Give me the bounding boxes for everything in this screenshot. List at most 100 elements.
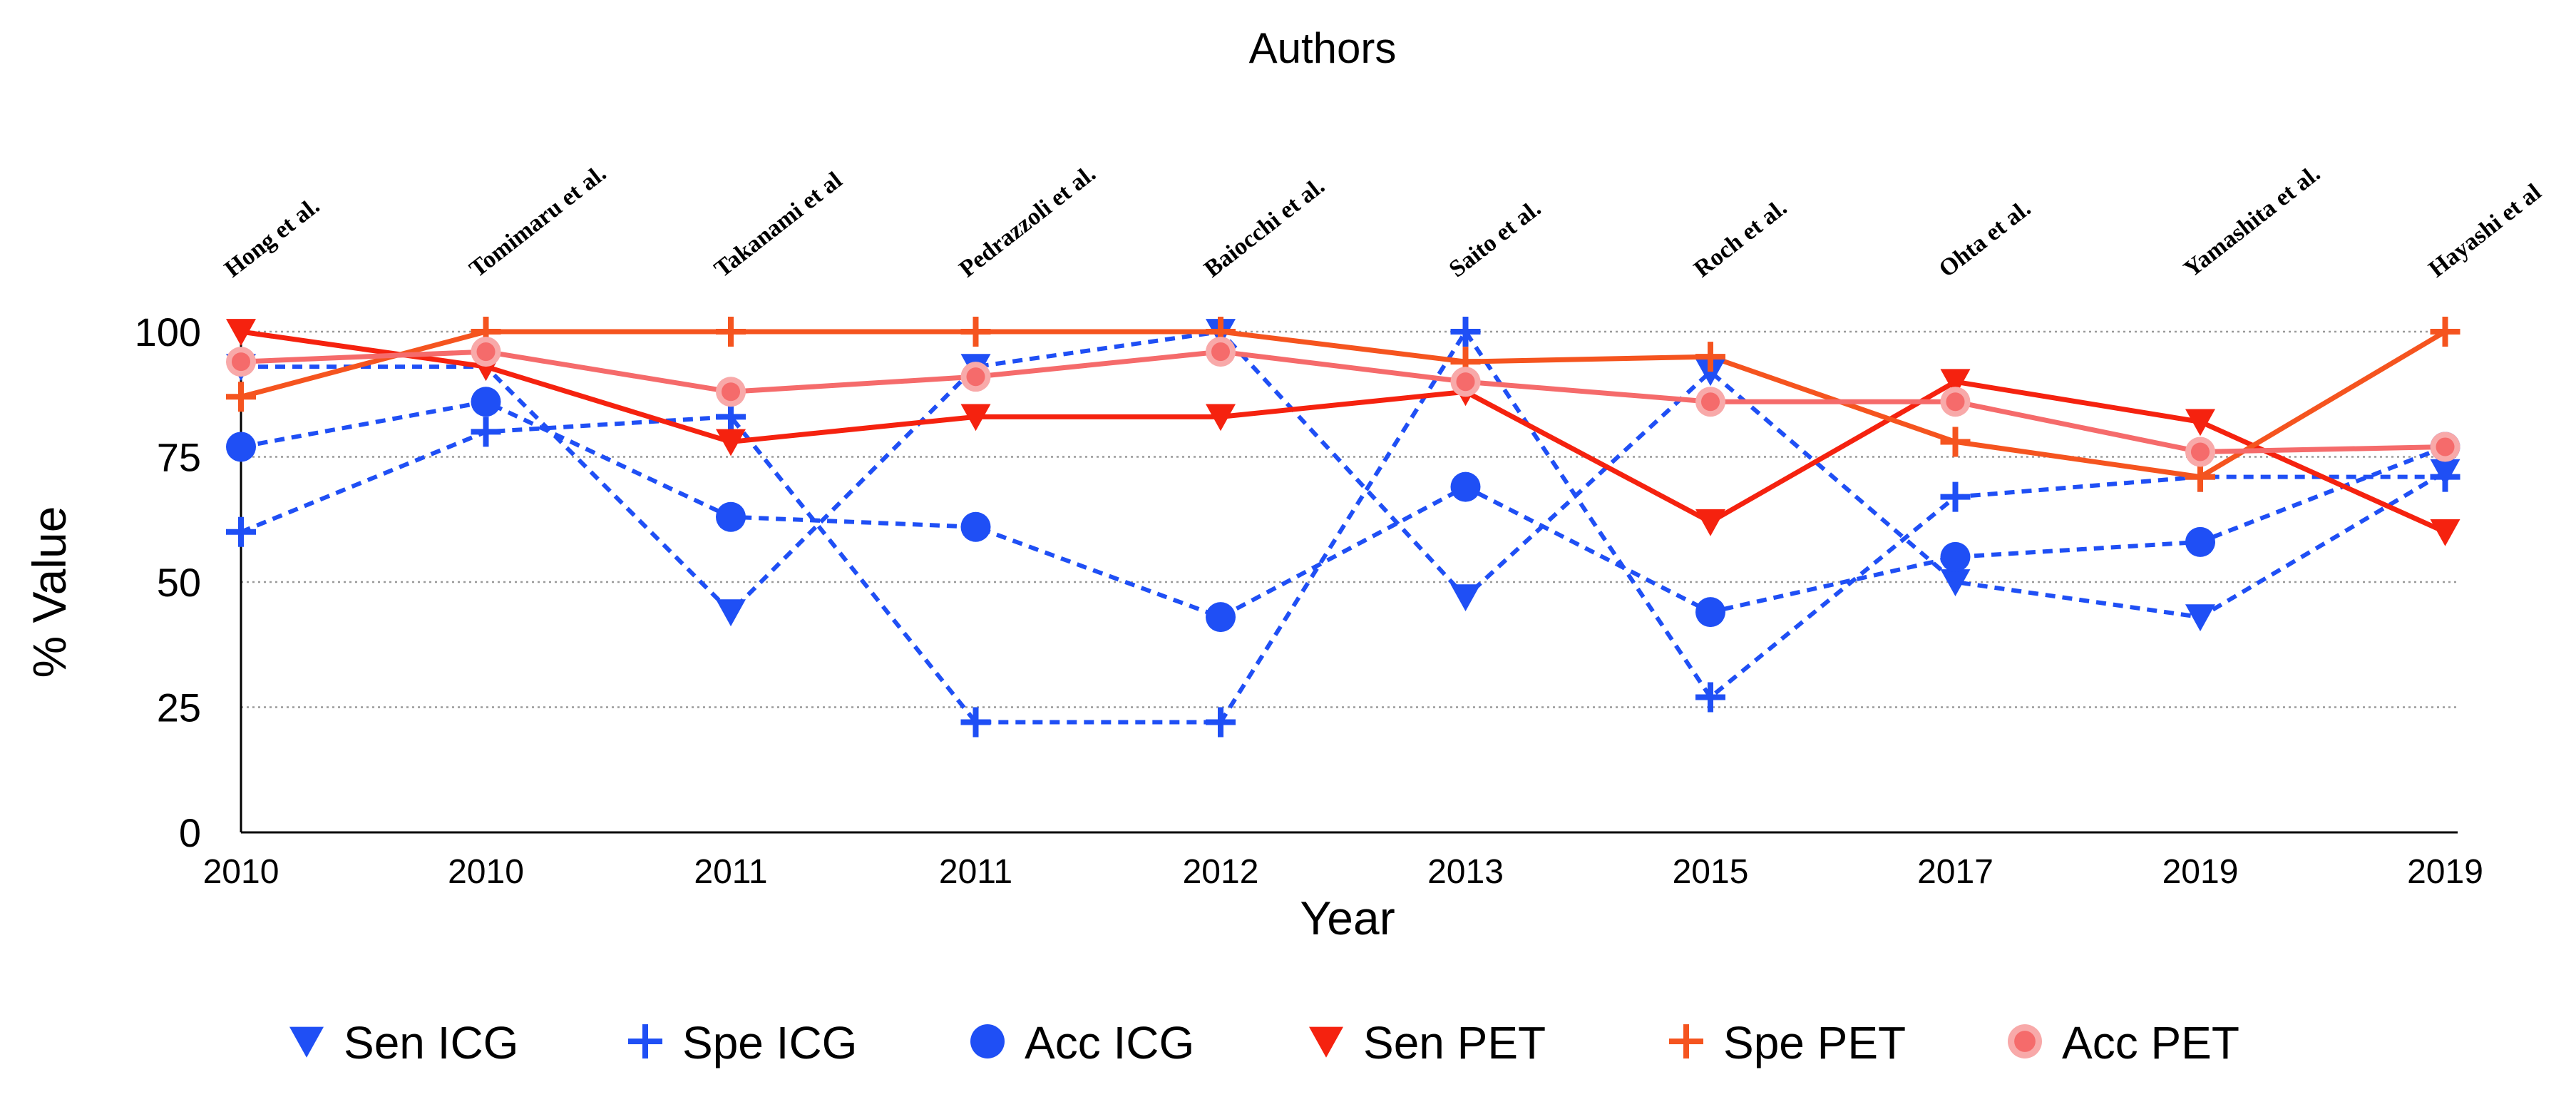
marker-core bbox=[231, 352, 251, 372]
author-label: Saito et al. bbox=[1444, 195, 1546, 283]
legend: Sen ICG Spe ICG Acc ICG Sen PET Spe PET Acc P… bbox=[289, 1017, 2239, 1068]
series-line-5 bbox=[240, 349, 2446, 454]
author-label: Yamashita et al. bbox=[2179, 160, 2325, 283]
marker-core bbox=[1211, 342, 1231, 362]
data-point-series3 bbox=[1940, 369, 1971, 397]
data-point-series2 bbox=[2185, 526, 2215, 557]
x-tick-label: 2013 bbox=[1427, 853, 1504, 891]
x-tick-label: 2017 bbox=[1917, 853, 1993, 891]
data-point-series0 bbox=[1450, 584, 1481, 612]
grid-lines bbox=[241, 330, 2458, 708]
x-tick-label: 2019 bbox=[2162, 853, 2239, 891]
marker-core bbox=[966, 367, 985, 387]
data-point-series0 bbox=[1940, 569, 1971, 596]
data-point-series5 bbox=[1695, 387, 1725, 417]
legend-label: Sen PET bbox=[1363, 1017, 1546, 1068]
data-point-series0 bbox=[716, 599, 746, 627]
author-label: Roch et al. bbox=[1689, 194, 1792, 282]
author-label: Takanami et al bbox=[709, 167, 847, 282]
series-markers bbox=[226, 317, 2460, 738]
y-tick-label: 75 bbox=[157, 435, 201, 480]
data-point-series3 bbox=[960, 404, 991, 432]
data-point-series1 bbox=[471, 417, 501, 447]
series-line-3 bbox=[240, 329, 2446, 534]
x-axis: 2010 2010 2011 2011 2012 2013 2015 2017 2019 2019 bbox=[203, 831, 2483, 891]
author-label: Ohta et al. bbox=[1934, 195, 2036, 283]
data-point-series2 bbox=[960, 511, 991, 542]
marker-core bbox=[2014, 1031, 2036, 1052]
marker-core bbox=[2190, 442, 2210, 461]
data-point-series5 bbox=[471, 337, 501, 367]
series-line-0 bbox=[241, 330, 2447, 620]
legend-label: Acc ICG bbox=[1025, 1017, 1194, 1068]
data-point-series2 bbox=[716, 501, 746, 532]
data-point-series0 bbox=[1695, 359, 1725, 387]
legend-label: Spe PET bbox=[1723, 1017, 1906, 1068]
data-point-series4 bbox=[716, 317, 746, 347]
legend-marker bbox=[1669, 1024, 1703, 1058]
chart-title: Authors bbox=[1249, 24, 1397, 72]
author-label: Hayashi et al bbox=[2424, 179, 2547, 282]
legend-marker bbox=[2008, 1024, 2042, 1058]
legend-marker bbox=[628, 1024, 662, 1058]
y-axis-title: % Value bbox=[23, 506, 76, 678]
x-tick-label: 2010 bbox=[203, 853, 279, 891]
x-tick-label: 2011 bbox=[694, 853, 767, 891]
legend-label: Spe ICG bbox=[682, 1017, 857, 1068]
marker-core bbox=[721, 382, 741, 402]
data-point-series1 bbox=[1940, 481, 1971, 512]
data-point-series5 bbox=[1450, 367, 1481, 397]
data-point-series5 bbox=[960, 362, 991, 392]
legend-marker bbox=[1309, 1026, 1343, 1058]
series-lines bbox=[240, 329, 2447, 725]
data-point-series1 bbox=[1206, 707, 1236, 738]
y-axis: 0 25 50 75 100 bbox=[135, 310, 242, 855]
x-tick-label: 2012 bbox=[1183, 853, 1259, 891]
x-tick-label: 2011 bbox=[939, 853, 1012, 891]
data-point-series5 bbox=[1940, 387, 1971, 417]
marker-core bbox=[1946, 392, 1965, 412]
data-point-series1 bbox=[1695, 682, 1725, 713]
author-label: Pedrazzoli et al. bbox=[955, 160, 1101, 283]
data-point-series3 bbox=[2430, 519, 2460, 546]
data-point-series4 bbox=[960, 317, 991, 347]
data-point-series5 bbox=[2430, 432, 2460, 462]
data-point-series2 bbox=[1206, 602, 1236, 633]
series-line-4 bbox=[240, 329, 2447, 480]
data-point-series1 bbox=[2430, 461, 2460, 492]
series-line-1 bbox=[240, 330, 2446, 725]
data-point-series5 bbox=[716, 377, 746, 407]
data-point-series2 bbox=[226, 432, 256, 462]
legend-label: Sen ICG bbox=[344, 1017, 518, 1068]
data-point-series5 bbox=[2185, 437, 2215, 467]
data-point-series2 bbox=[1450, 471, 1481, 502]
author-labels: Hong et al. Tomimaru et al. Takanami et al… bbox=[220, 160, 2546, 282]
marker-core bbox=[1456, 372, 1475, 392]
data-point-series4 bbox=[226, 382, 256, 412]
legend-marker bbox=[970, 1024, 1005, 1058]
x-tick-label: 2015 bbox=[1673, 853, 1749, 891]
x-axis-title: Year bbox=[1300, 892, 1395, 944]
marker-core bbox=[2436, 437, 2455, 456]
author-label: Baiocchi et al. bbox=[1199, 173, 1330, 282]
legend-marker bbox=[289, 1026, 324, 1058]
data-point-series1 bbox=[960, 707, 991, 738]
marker-core bbox=[1700, 392, 1720, 412]
data-point-series3 bbox=[1206, 404, 1236, 432]
author-label: Hong et al. bbox=[220, 193, 324, 282]
data-point-series3 bbox=[226, 319, 256, 346]
x-tick-label: 2010 bbox=[448, 853, 524, 891]
data-point-series2 bbox=[1695, 597, 1725, 628]
data-point-series5 bbox=[226, 347, 256, 377]
y-tick-label: 50 bbox=[157, 560, 201, 605]
data-point-series3 bbox=[716, 429, 746, 456]
y-tick-label: 100 bbox=[135, 310, 201, 354]
data-point-series0 bbox=[2185, 604, 2215, 632]
data-point-series3 bbox=[1695, 509, 1725, 536]
marker-core bbox=[476, 342, 496, 362]
data-point-series4 bbox=[1940, 427, 1971, 457]
data-point-series4 bbox=[2430, 317, 2460, 347]
data-point-series3 bbox=[2185, 409, 2215, 437]
data-point-series1 bbox=[226, 516, 256, 547]
